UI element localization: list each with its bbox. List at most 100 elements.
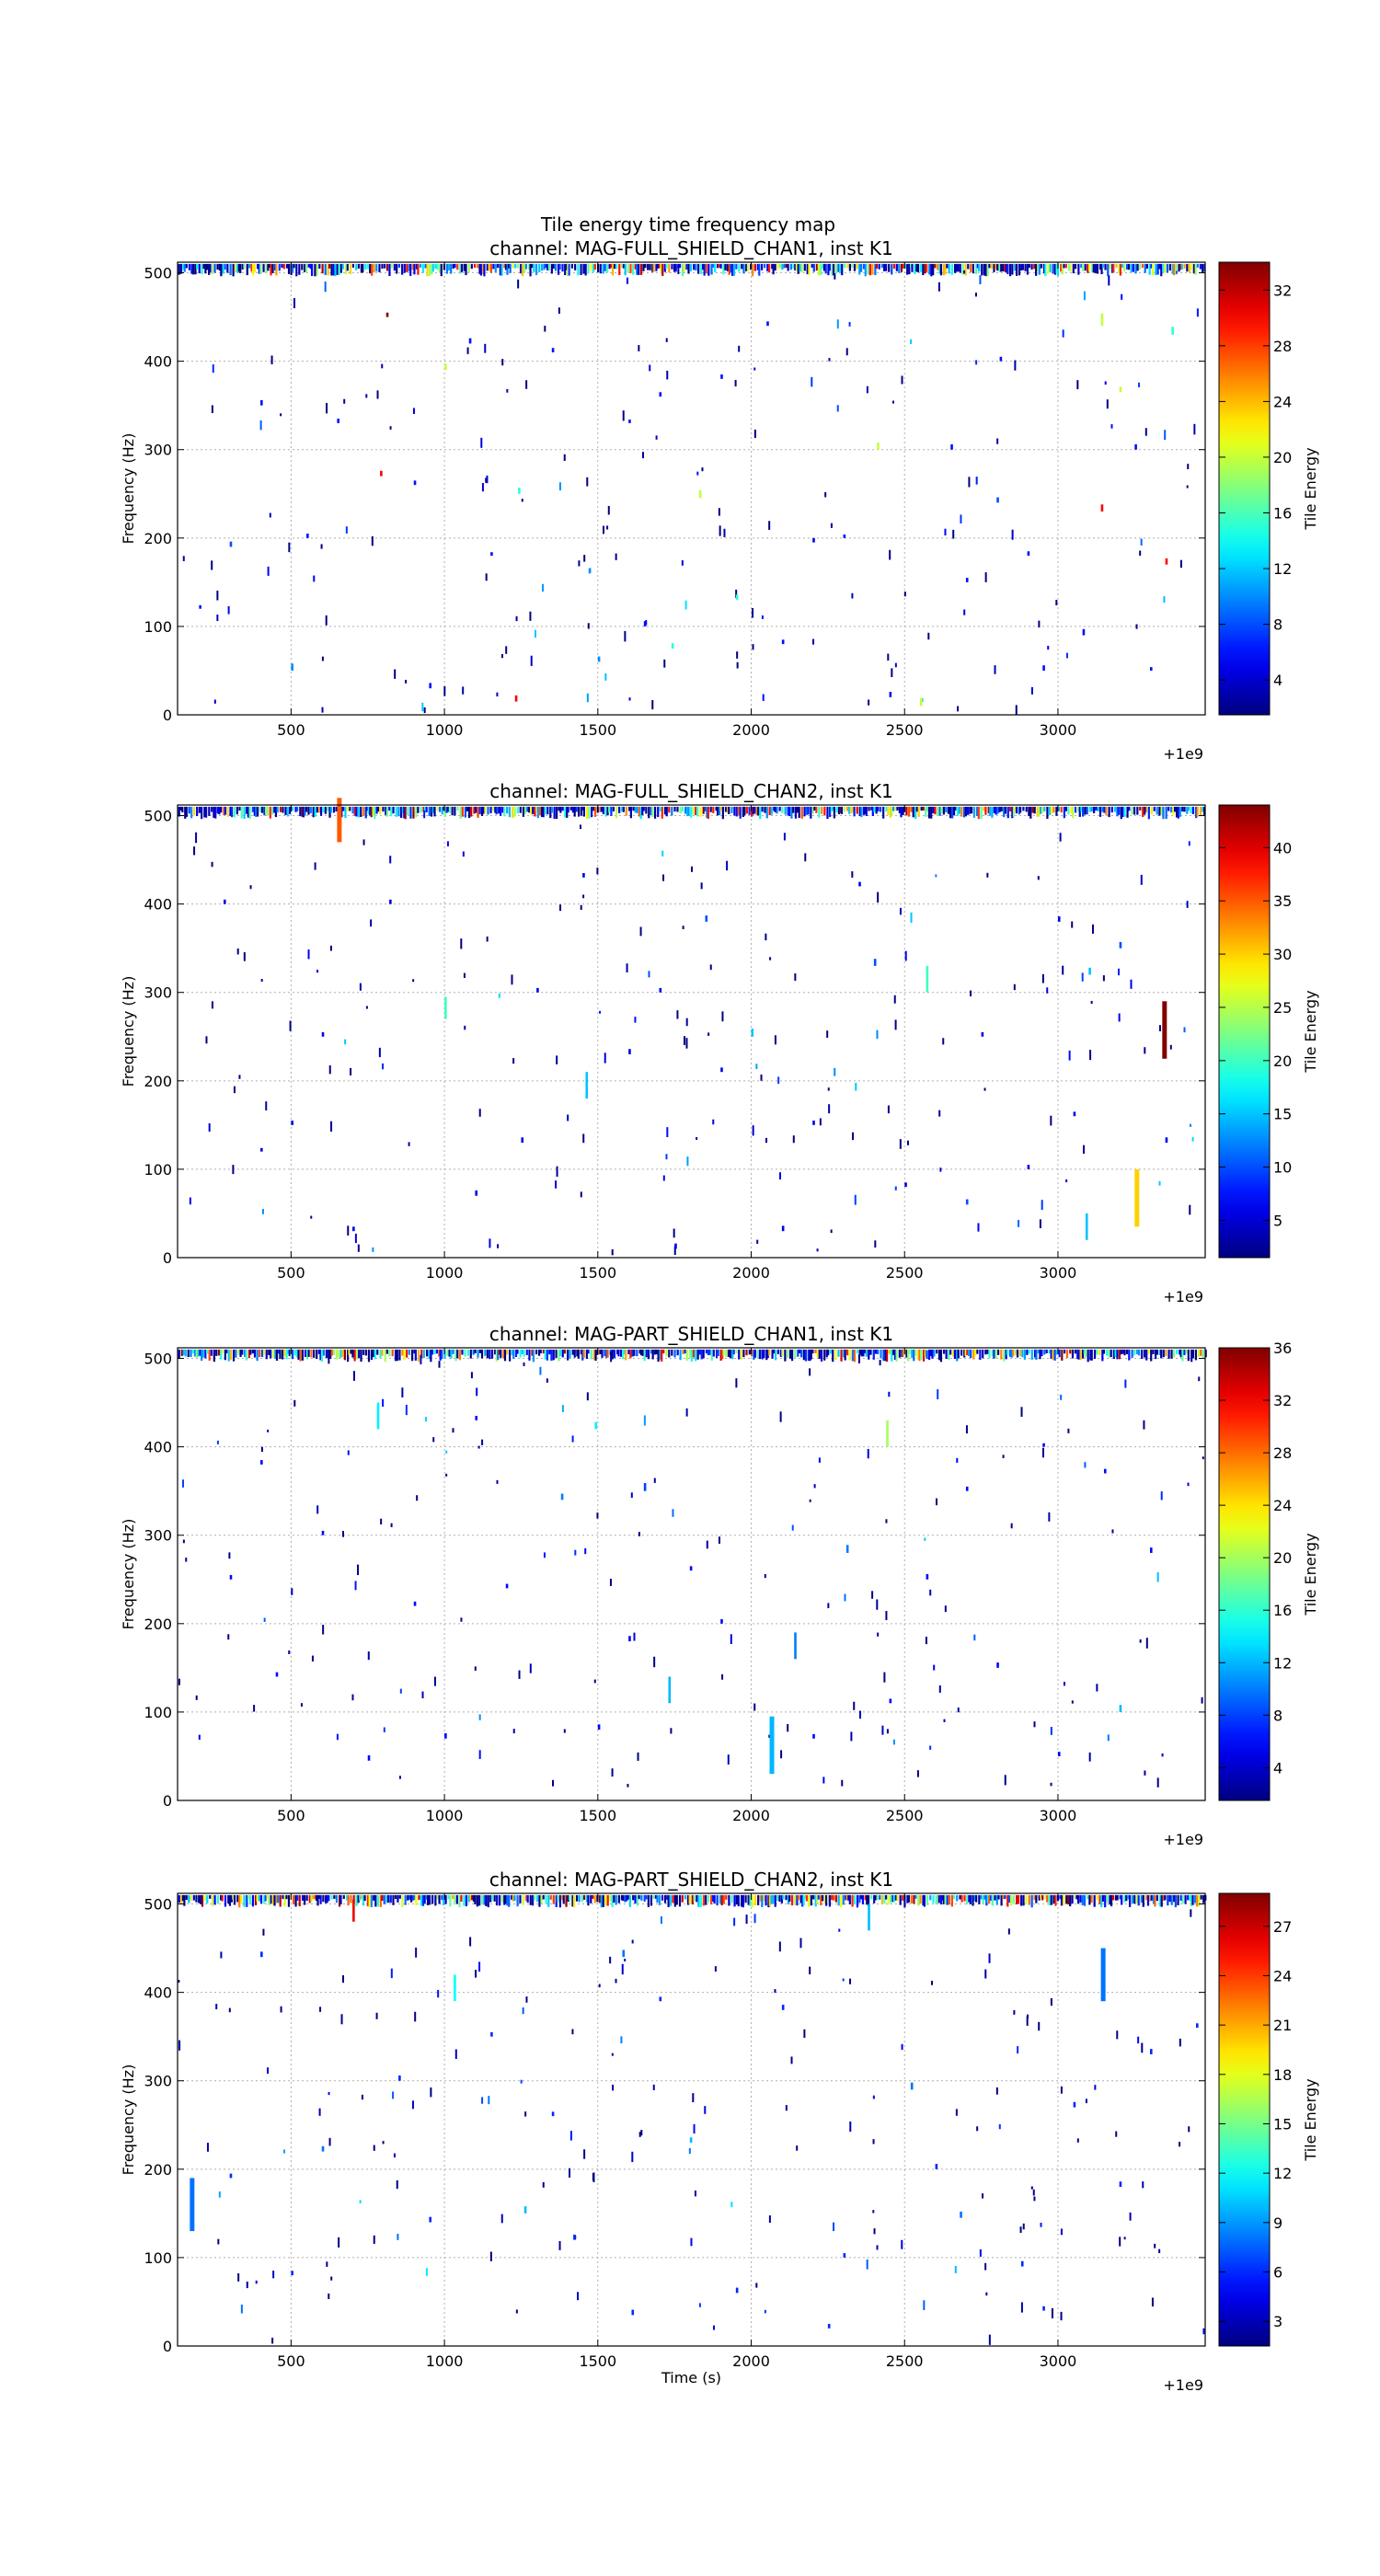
band-tile [837, 1894, 840, 1906]
scatter-tile [556, 1166, 558, 1178]
band-tile [458, 1894, 461, 1908]
band-tile [233, 806, 236, 818]
band-tile [926, 806, 928, 812]
scatter-tile [925, 1637, 927, 1645]
scatter-tile [380, 1518, 383, 1525]
band-tile [754, 1894, 757, 1905]
band-tile [682, 1349, 684, 1354]
scatter-tile [336, 1733, 339, 1741]
band-tile [577, 1349, 580, 1359]
scatter-tile [515, 615, 518, 622]
band-tile [513, 806, 516, 817]
band-tile [823, 1894, 826, 1904]
band-tile [756, 1349, 759, 1359]
band-tile [816, 1349, 820, 1359]
band-tile [319, 1894, 322, 1904]
band-tile [781, 263, 784, 270]
band-tile [387, 1894, 390, 1903]
band-tile [211, 806, 213, 812]
scatter-tile [891, 668, 893, 677]
band-tile [684, 1894, 686, 1900]
band-tile [339, 263, 343, 273]
band-tile [663, 263, 666, 272]
band-tile [989, 1894, 993, 1901]
band-tile [1097, 806, 1099, 811]
colorbar-tick-label: 12 [1273, 1654, 1292, 1672]
band-tile [676, 1349, 679, 1356]
x-tick-label: 2500 [886, 721, 924, 739]
band-tile [987, 806, 990, 814]
band-tile [314, 1894, 316, 1900]
band-tile [1056, 263, 1060, 277]
band-tile [697, 263, 700, 274]
band-tile [552, 1894, 555, 1904]
band-tile [1080, 263, 1083, 269]
band-tile [392, 1894, 395, 1905]
band-tile [224, 263, 226, 270]
band-tile [927, 806, 931, 819]
band-tile [1101, 806, 1104, 812]
band-tile [970, 263, 972, 272]
band-tile [861, 1894, 865, 1905]
band-tile [910, 263, 913, 268]
band-tile [1152, 263, 1155, 276]
band-tile [1164, 1894, 1167, 1901]
band-tile [623, 1349, 626, 1355]
band-tile [1192, 263, 1195, 274]
band-tile [587, 263, 590, 274]
band-tile [499, 263, 501, 276]
band-tile [883, 1894, 886, 1904]
band-tile [357, 263, 361, 269]
colorbar-tick-label: 20 [1273, 449, 1292, 466]
band-tile [450, 263, 453, 274]
band-tile [609, 1894, 612, 1902]
scatter-tile [936, 1498, 938, 1506]
band-tile [574, 263, 577, 270]
band-tile [980, 1894, 983, 1900]
band-tile [511, 1349, 513, 1356]
scatter-tile [796, 2145, 799, 2151]
band-tile [531, 1349, 534, 1356]
band-tile [1188, 1894, 1191, 1902]
scatter-tile [373, 2145, 375, 2151]
band-tile [932, 263, 935, 276]
band-tile [473, 806, 476, 814]
colorbar-tick-label: 12 [1273, 560, 1292, 578]
band-tile [1008, 263, 1012, 277]
band-tile [1187, 1349, 1190, 1362]
scatter-tile [520, 2079, 523, 2084]
band-tile [943, 1349, 946, 1354]
band-tile [946, 1894, 949, 1905]
band-tile [927, 1349, 931, 1361]
band-tile [508, 806, 512, 818]
band-tile [776, 1894, 779, 1901]
band-tile [899, 1894, 902, 1905]
band-tile [224, 1349, 226, 1361]
band-tile [942, 806, 945, 815]
band-tile [937, 806, 939, 816]
band-tile [893, 1349, 897, 1360]
band-tile [824, 263, 827, 274]
band-tile [794, 1349, 797, 1359]
band-tile [751, 1349, 753, 1357]
band-tile [236, 806, 238, 815]
colorbar-tick-label: 6 [1273, 2263, 1282, 2281]
band-tile [196, 806, 199, 817]
scatter-tile [318, 2108, 321, 2116]
band-tile [643, 1894, 646, 1902]
scatter-tile [420, 1354, 422, 1364]
band-tile [615, 263, 618, 270]
band-tile [441, 1349, 443, 1360]
band-tile [846, 263, 849, 269]
scatter-tile [1144, 1047, 1146, 1054]
band-tile [925, 806, 927, 818]
scatter-tile [382, 1398, 385, 1408]
band-tile [274, 263, 277, 271]
band-tile [1069, 1349, 1072, 1354]
scatter-tile [236, 948, 239, 955]
band-tile [941, 1894, 944, 1901]
band-tile [1033, 263, 1036, 270]
scatter-tile [844, 1593, 846, 1602]
band-tile [817, 263, 820, 276]
band-tile [1011, 263, 1014, 275]
